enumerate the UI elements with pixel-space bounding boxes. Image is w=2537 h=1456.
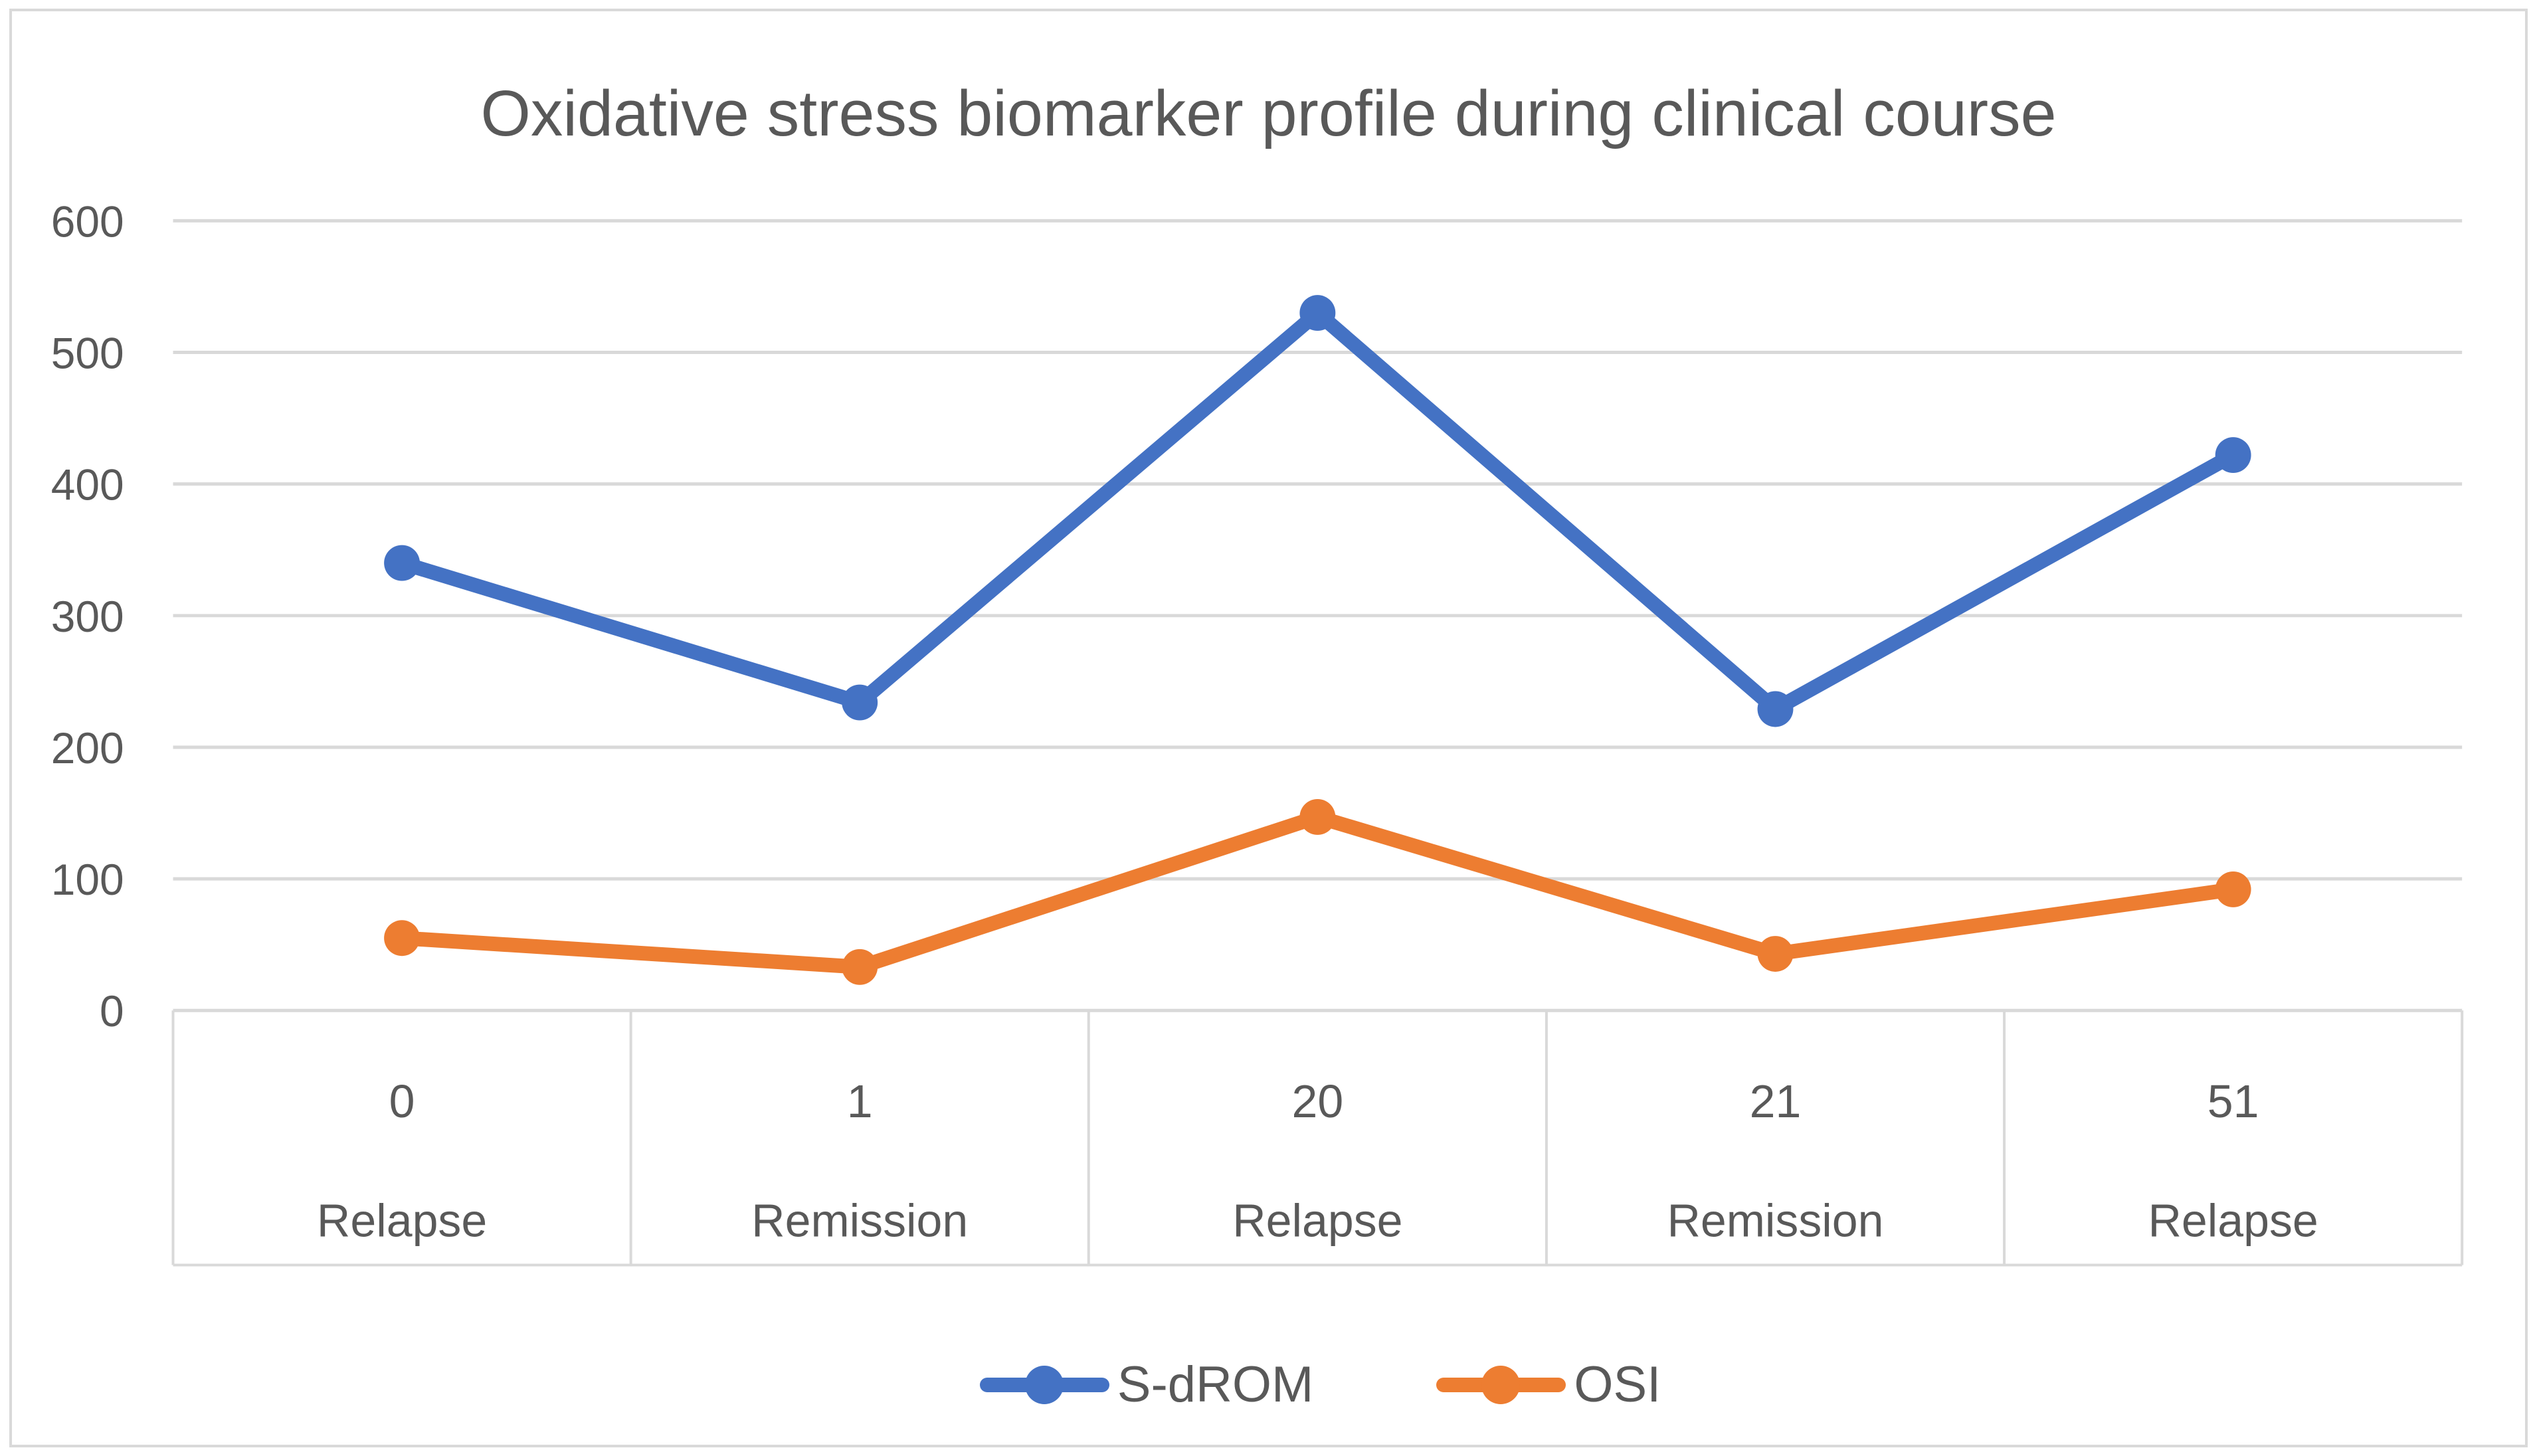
osi-line — [395, 809, 2241, 974]
sdrom-legend-label: S-dROM — [1117, 1356, 1314, 1413]
x-phase-label: Relapse — [317, 1195, 487, 1247]
x-tick-label: 21 — [1750, 1075, 1802, 1127]
y-tick-label: 600 — [51, 197, 124, 246]
legend: S-dROM OSI — [173, 1345, 2467, 1425]
x-tick-label: 0 — [389, 1075, 415, 1127]
y-tick-label: 300 — [51, 592, 124, 641]
chart-title: Oxidative stress biomarker profile durin… — [480, 77, 2057, 149]
s-drom-line — [395, 306, 2241, 717]
s-drom-data-point-marker — [1757, 691, 1794, 727]
y-tick-label: 200 — [51, 723, 124, 773]
x-tick-label: 51 — [2208, 1075, 2259, 1127]
osi-data-point-marker — [842, 949, 878, 985]
osi-data-point-marker — [2215, 871, 2251, 907]
s-drom-data-point-marker — [1299, 295, 1336, 331]
s-drom-data-point-marker — [384, 545, 421, 581]
y-tick-label: 400 — [51, 460, 124, 509]
osi-legend-dot — [1481, 1366, 1521, 1404]
s-drom-data-point-marker — [842, 684, 878, 721]
osi-legend-marker-icon — [1436, 1365, 1566, 1405]
x-phase-label: Relapse — [2148, 1195, 2318, 1247]
y-tick-label: 0 — [100, 986, 124, 1036]
y-tick-label: 500 — [51, 328, 124, 377]
legend-item-osi: OSI — [1436, 1360, 1661, 1410]
s-drom-data-point-marker — [2215, 437, 2251, 474]
osi-data-point-marker — [384, 920, 421, 956]
osi-data-point-marker — [1299, 799, 1336, 835]
osi-data-point-marker — [1757, 936, 1794, 972]
sdrom-legend-dot — [1024, 1366, 1064, 1404]
chart-figure: Oxidative stress biomarker profile durin… — [9, 9, 2528, 1447]
legend-item-sdrom: S-dROM — [979, 1356, 1314, 1413]
x-tick-label: 1 — [847, 1075, 873, 1127]
y-tick-label: 100 — [51, 855, 124, 904]
x-phase-label: Relapse — [1232, 1195, 1402, 1247]
plot-area: 0 100 200 300 400 500 600 0 1 20 21 51 Relapse Remiss… — [51, 197, 2464, 1267]
x-tick-label: 20 — [1291, 1075, 1343, 1127]
osi-legend-label: OSI — [1574, 1356, 1661, 1413]
x-phase-label: Remission — [751, 1195, 968, 1247]
x-phase-label: Remission — [1667, 1195, 1883, 1247]
sdrom-legend-marker-icon — [979, 1365, 1109, 1405]
